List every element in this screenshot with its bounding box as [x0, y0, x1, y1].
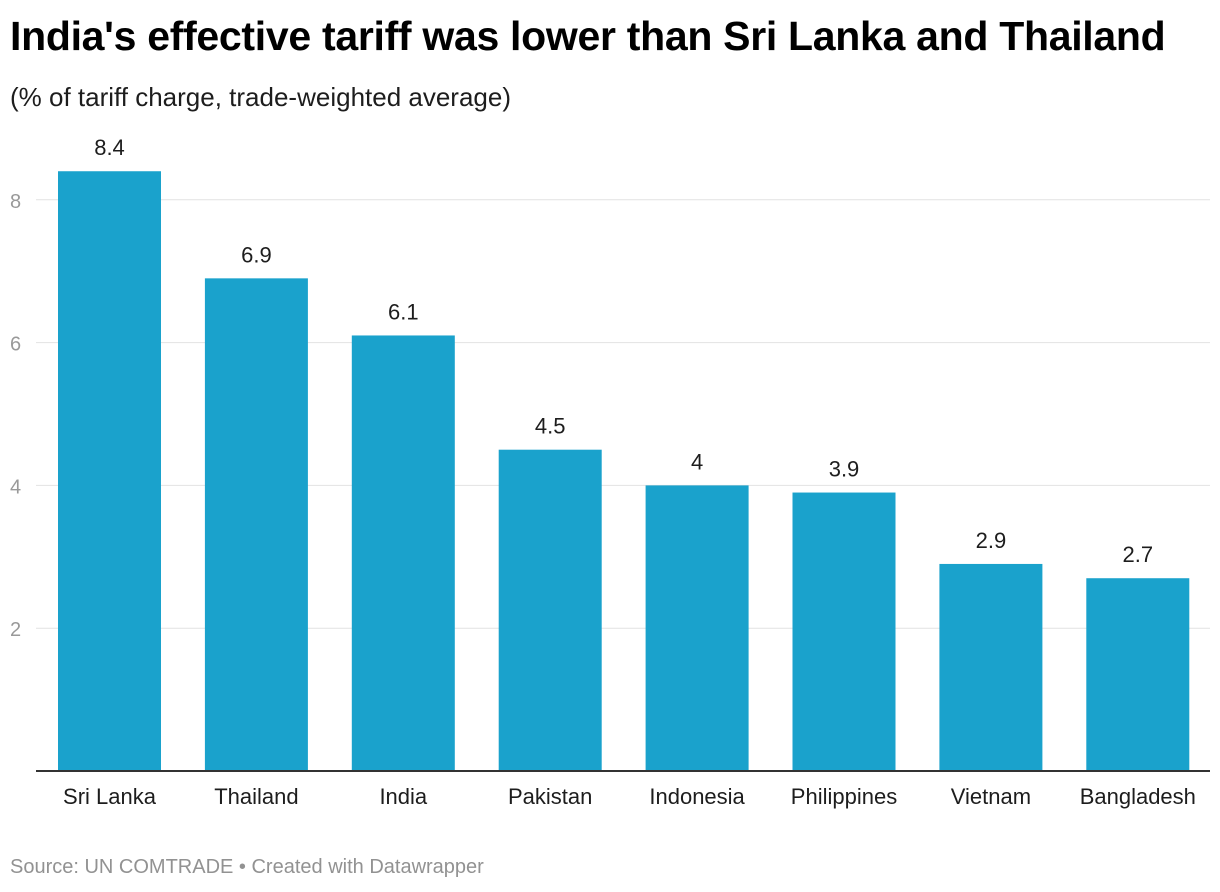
bar	[204, 278, 308, 771]
y-tick-label: 2	[10, 619, 21, 641]
bar	[498, 449, 602, 771]
bar	[939, 563, 1043, 771]
x-tick-label: Thailand	[214, 784, 298, 809]
y-tick-label: 6	[10, 334, 21, 356]
value-labels: 8.4 6.9 6.1 4.5 4 3.9 2.9 2.7	[94, 135, 1153, 567]
source-note: Source: UN COMTRADE • Created with Dataw…	[10, 856, 484, 878]
x-tick-label: Pakistan	[508, 784, 592, 809]
value-label: 6.1	[388, 299, 419, 324]
bar	[351, 335, 455, 771]
value-label: 4	[691, 449, 703, 474]
x-tick-label: Philippines	[791, 784, 897, 809]
x-tick-label: India	[379, 784, 427, 809]
value-label: 4.5	[535, 414, 566, 439]
bar	[58, 171, 161, 772]
bar	[1086, 578, 1190, 771]
x-tick-label: Vietnam	[951, 784, 1031, 809]
y-tick-label: 8	[10, 191, 21, 213]
bars	[58, 171, 1190, 772]
bar	[645, 485, 749, 771]
value-label: 2.7	[1123, 542, 1154, 567]
y-tick-label: 4	[10, 476, 21, 498]
value-label: 8.4	[94, 135, 125, 160]
x-axis: Sri Lanka Thailand India Pakistan Indonesia P…	[36, 770, 1210, 809]
bar	[792, 492, 896, 771]
chart-title: India's effective tariff was lower than …	[10, 13, 1166, 59]
x-tick-label: Bangladesh	[1080, 784, 1196, 809]
x-tick-label: Sri Lanka	[63, 784, 157, 809]
bar-chart: 2 4 6 8 8.4 6.9 6.1 4.5 4 3.9 2.9 2.7 Sri Lanka Tha…	[10, 135, 1210, 809]
value-label: 2.9	[976, 528, 1007, 553]
chart-subtitle: (% of tariff charge, trade-weighted aver…	[10, 82, 512, 112]
x-tick-label: Indonesia	[649, 784, 745, 809]
value-label: 6.9	[241, 242, 272, 267]
value-label: 3.9	[829, 457, 860, 482]
